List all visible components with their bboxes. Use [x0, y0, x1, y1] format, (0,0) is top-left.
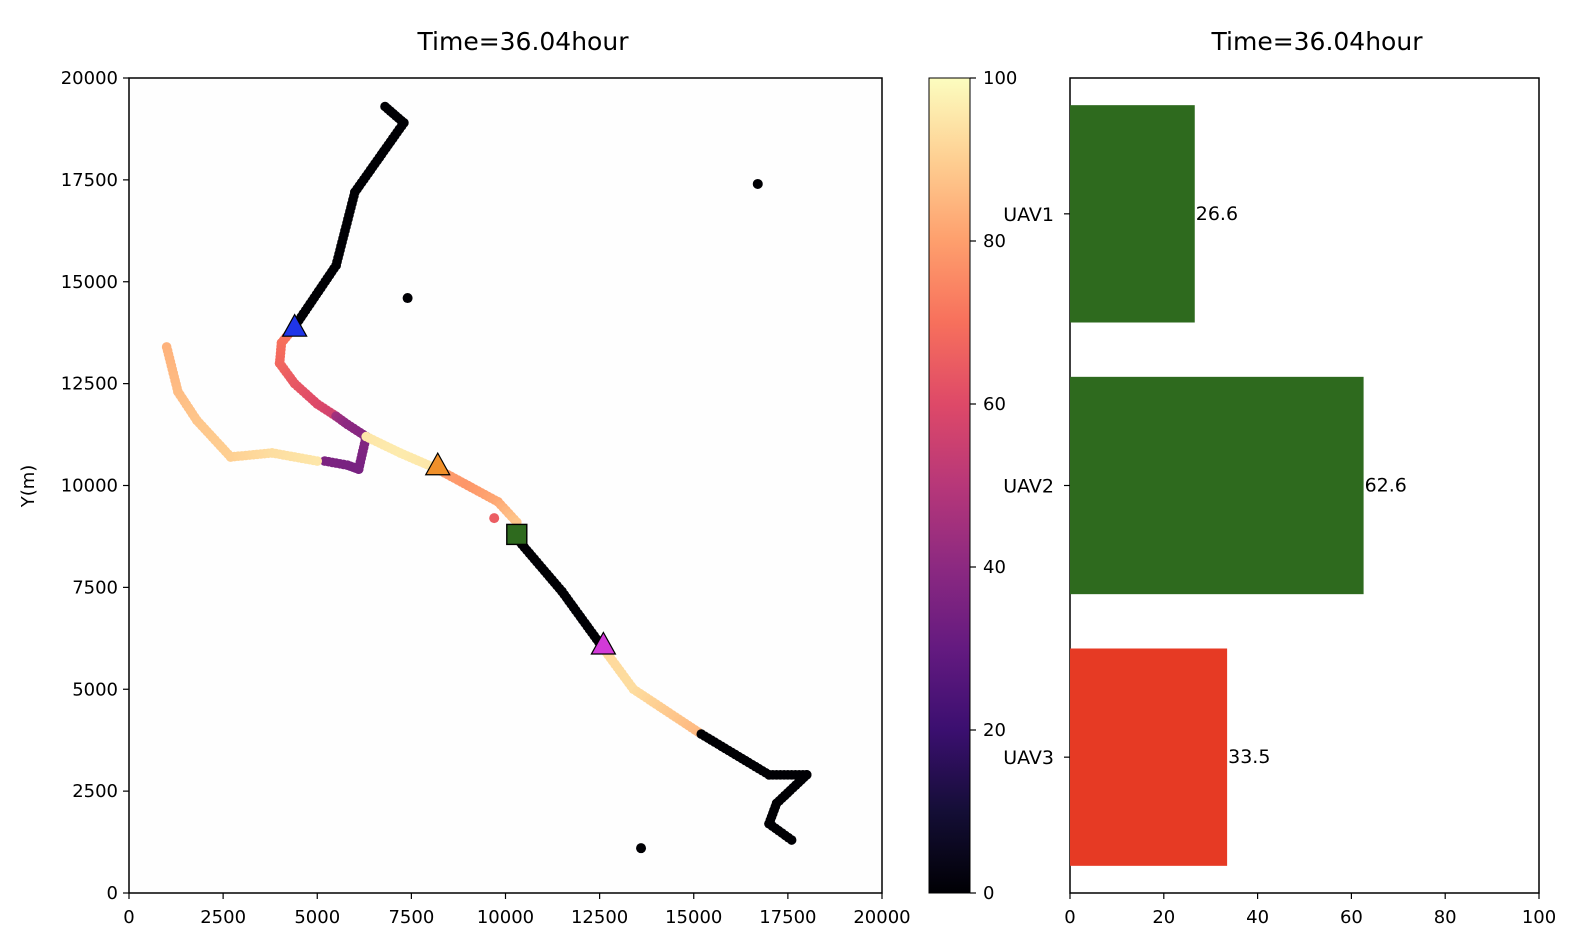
x-tick-label: 7500 — [388, 907, 434, 928]
colorbar-tick-label: 60 — [983, 394, 1006, 415]
trajectory-x-axis: 0 2500 5000 7500 10000 12500 15000 17500 20000 — [123, 893, 911, 928]
uav-triangle-marker — [281, 313, 308, 337]
uav-triangle-marker — [590, 631, 617, 655]
bars: UAV1 26.6 UAV2 62.6 UAV3 33.5 — [1003, 105, 1407, 866]
colorbar-tick-label: 80 — [983, 231, 1006, 252]
bar-value-label: 33.5 — [1228, 746, 1270, 768]
x-tick-label: 80 — [1434, 907, 1457, 928]
y-tick-label: 20000 — [61, 68, 118, 89]
trajectory-plot-title: Time=36.04hour — [417, 27, 630, 56]
trajectory-point — [319, 456, 330, 466]
colorbar-gradient — [928, 77, 971, 894]
colorbar-tick-label: 100 — [983, 68, 1017, 89]
y-tick-label: 10000 — [61, 476, 118, 497]
colorbar-tick-label: 20 — [983, 720, 1006, 741]
bar-chart-title: Time=36.04hour — [1211, 27, 1424, 56]
trajectory-plot: Time=36.04hour 0 2500 5000 7500 10000 12500 15… — [18, 27, 911, 928]
x-tick-label: 20 — [1152, 907, 1175, 928]
trajectory-y-axis: 0 2500 5000 7500 10000 12500 15000 17500 20000 — [61, 68, 129, 904]
x-tick-label: 60 — [1340, 907, 1363, 928]
x-tick-label: 2500 — [200, 907, 246, 928]
y-tick-label: 2500 — [72, 781, 118, 802]
x-tick-label: 5000 — [294, 907, 340, 928]
y-tick-label: 12500 — [61, 374, 118, 395]
trajectory-plot-area — [128, 77, 883, 894]
colorbar-ticks: 0 20 40 60 80 100 — [970, 68, 1017, 904]
bar-category-label: UAV2 — [1003, 476, 1054, 498]
bar-category-label: UAV1 — [1003, 204, 1054, 226]
y-tick-label: 17500 — [61, 170, 118, 191]
scatter-point — [402, 293, 413, 304]
x-tick-label: 10000 — [477, 907, 534, 928]
x-tick-label: 15000 — [665, 907, 722, 928]
x-tick-label: 20000 — [853, 907, 910, 928]
bar-uav3 — [1070, 648, 1228, 866]
scattered-points — [402, 178, 763, 854]
y-tick-label: 15000 — [61, 272, 118, 293]
scatter-point — [752, 178, 763, 189]
y-tick-label: 7500 — [72, 577, 118, 598]
x-tick-label: 0 — [1064, 907, 1075, 928]
trajectory-y-axis-label: Y(m) — [18, 465, 39, 509]
scatter-point — [636, 843, 647, 854]
colorbar: 0 20 40 60 80 100 — [928, 68, 1017, 904]
bar-value-label: 62.6 — [1365, 475, 1407, 497]
uav-markers — [281, 313, 617, 655]
x-tick-label: 0 — [123, 907, 134, 928]
bar-uav1 — [1070, 105, 1195, 323]
colorbar-tick-label: 40 — [983, 557, 1006, 578]
y-tick-label: 0 — [107, 883, 118, 904]
bar-uav2 — [1070, 376, 1364, 595]
bar-x-axis: 0 20 40 60 80 100 — [1064, 893, 1556, 928]
base-square-marker — [506, 523, 528, 546]
x-tick-label: 100 — [1522, 907, 1556, 928]
bar-value-label: 26.6 — [1196, 203, 1238, 225]
x-tick-label: 40 — [1246, 907, 1269, 928]
trajectory-point — [786, 835, 797, 845]
trajectory-point — [312, 456, 323, 466]
y-tick-label: 5000 — [72, 679, 118, 700]
bar-category-label: UAV3 — [1003, 747, 1054, 769]
colorbar-tick-label: 0 — [983, 883, 994, 904]
scatter-point — [489, 513, 500, 524]
x-tick-label: 17500 — [759, 907, 816, 928]
x-tick-label: 12500 — [571, 907, 628, 928]
uav-triangle-marker — [424, 451, 451, 476]
